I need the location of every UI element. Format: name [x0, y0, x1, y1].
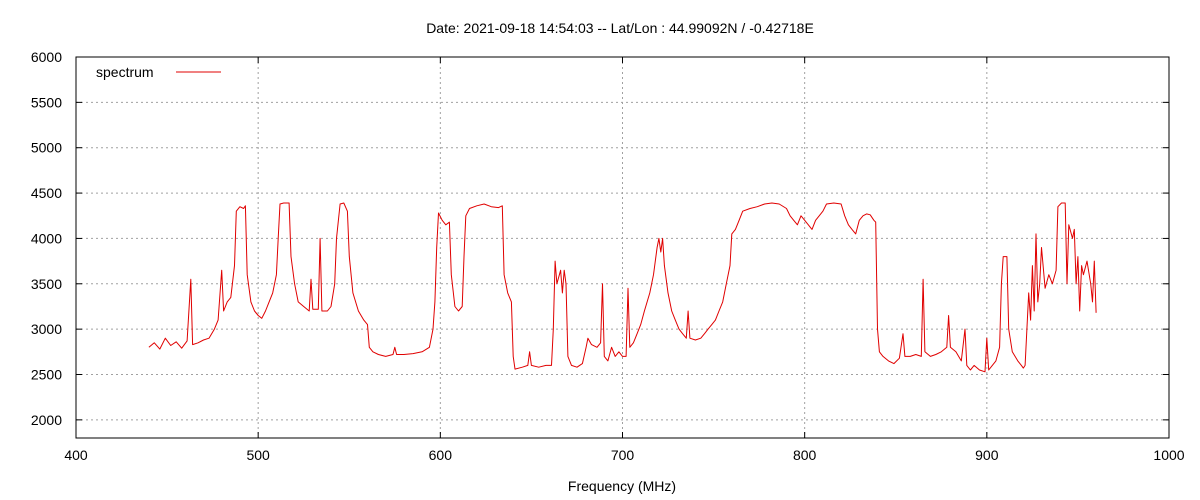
y-tick-label: 5500 [31, 94, 62, 110]
y-tick-label: 5000 [31, 140, 62, 156]
y-tick-label: 3000 [31, 321, 62, 337]
y-tick-label: 6000 [31, 49, 62, 65]
x-tick-label: 600 [429, 447, 453, 463]
y-tick-label: 2500 [31, 367, 62, 383]
chart-title: Date: 2021-09-18 14:54:03 -- Lat/Lon : 4… [426, 20, 814, 36]
legend-label-spectrum: spectrum [96, 64, 154, 80]
x-tick-label: 800 [793, 447, 817, 463]
legend: spectrum [96, 64, 221, 80]
plot-frame [75, 56, 1170, 439]
axis-ticks: 400 500 600 700 800 900 1000 2000 2500 3000 3500 40… [31, 49, 1185, 463]
series-line-spectrum [148, 202, 1097, 373]
x-axis-label: Frequency (MHz) [568, 478, 676, 494]
y-tick-label: 3500 [31, 276, 62, 292]
y-tick-label: 4500 [31, 185, 62, 201]
x-tick-label: 500 [246, 447, 270, 463]
y-tick-label: 4000 [31, 230, 62, 246]
grid [76, 57, 1169, 438]
y-tick-label: 2000 [31, 412, 62, 428]
x-tick-label: 700 [611, 447, 635, 463]
x-tick-label: 900 [975, 447, 999, 463]
x-tick-label: 400 [64, 447, 88, 463]
series-layer [148, 202, 1097, 373]
x-tick-label: 1000 [1153, 447, 1184, 463]
